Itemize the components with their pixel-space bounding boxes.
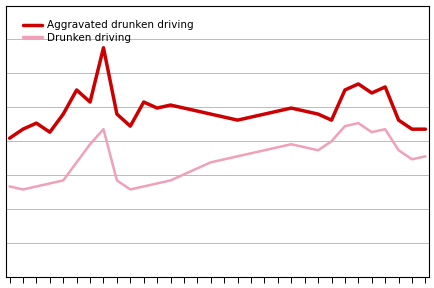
Drunken driving [74, 161, 79, 164]
Drunken driving [275, 145, 280, 149]
Line: Drunken driving: Drunken driving [10, 123, 424, 190]
Drunken driving [395, 149, 400, 152]
Aggravated drunken driving [342, 88, 347, 92]
Aggravated drunken driving [154, 106, 159, 110]
Aggravated drunken driving [328, 118, 333, 122]
Drunken driving [248, 151, 253, 155]
Drunken driving [101, 127, 106, 131]
Drunken driving [368, 130, 374, 134]
Aggravated drunken driving [74, 88, 79, 92]
Drunken driving [114, 179, 119, 182]
Drunken driving [7, 185, 12, 188]
Drunken driving [194, 167, 200, 170]
Aggravated drunken driving [422, 127, 427, 131]
Aggravated drunken driving [395, 118, 400, 122]
Line: Aggravated drunken driving: Aggravated drunken driving [10, 48, 424, 138]
Drunken driving [141, 185, 146, 188]
Aggravated drunken driving [234, 118, 240, 122]
Drunken driving [315, 149, 320, 152]
Drunken driving [328, 139, 333, 143]
Drunken driving [355, 122, 360, 125]
Drunken driving [154, 182, 159, 185]
Aggravated drunken driving [20, 127, 26, 131]
Drunken driving [301, 145, 306, 149]
Aggravated drunken driving [261, 112, 266, 116]
Drunken driving [381, 127, 387, 131]
Drunken driving [128, 188, 133, 191]
Drunken driving [342, 124, 347, 128]
Aggravated drunken driving [128, 124, 133, 128]
Aggravated drunken driving [275, 109, 280, 113]
Aggravated drunken driving [408, 127, 414, 131]
Drunken driving [181, 173, 186, 176]
Drunken driving [168, 179, 173, 182]
Aggravated drunken driving [181, 106, 186, 110]
Drunken driving [221, 158, 226, 161]
Drunken driving [47, 182, 53, 185]
Aggravated drunken driving [381, 85, 387, 89]
Aggravated drunken driving [248, 115, 253, 119]
Aggravated drunken driving [301, 109, 306, 113]
Aggravated drunken driving [7, 137, 12, 140]
Aggravated drunken driving [141, 100, 146, 104]
Aggravated drunken driving [368, 91, 374, 95]
Aggravated drunken driving [87, 100, 92, 104]
Drunken driving [234, 155, 240, 158]
Drunken driving [208, 161, 213, 164]
Legend: Aggravated drunken driving, Drunken driving: Aggravated drunken driving, Drunken driv… [19, 16, 198, 47]
Drunken driving [288, 143, 293, 146]
Aggravated drunken driving [288, 106, 293, 110]
Aggravated drunken driving [315, 112, 320, 116]
Aggravated drunken driving [114, 112, 119, 116]
Drunken driving [20, 188, 26, 191]
Aggravated drunken driving [34, 122, 39, 125]
Aggravated drunken driving [221, 115, 226, 119]
Drunken driving [60, 179, 66, 182]
Aggravated drunken driving [194, 109, 200, 113]
Drunken driving [408, 158, 414, 161]
Aggravated drunken driving [168, 103, 173, 107]
Aggravated drunken driving [208, 112, 213, 116]
Aggravated drunken driving [60, 112, 66, 116]
Aggravated drunken driving [101, 46, 106, 50]
Aggravated drunken driving [47, 130, 53, 134]
Drunken driving [261, 149, 266, 152]
Drunken driving [34, 185, 39, 188]
Drunken driving [422, 155, 427, 158]
Drunken driving [87, 143, 92, 146]
Aggravated drunken driving [355, 82, 360, 86]
